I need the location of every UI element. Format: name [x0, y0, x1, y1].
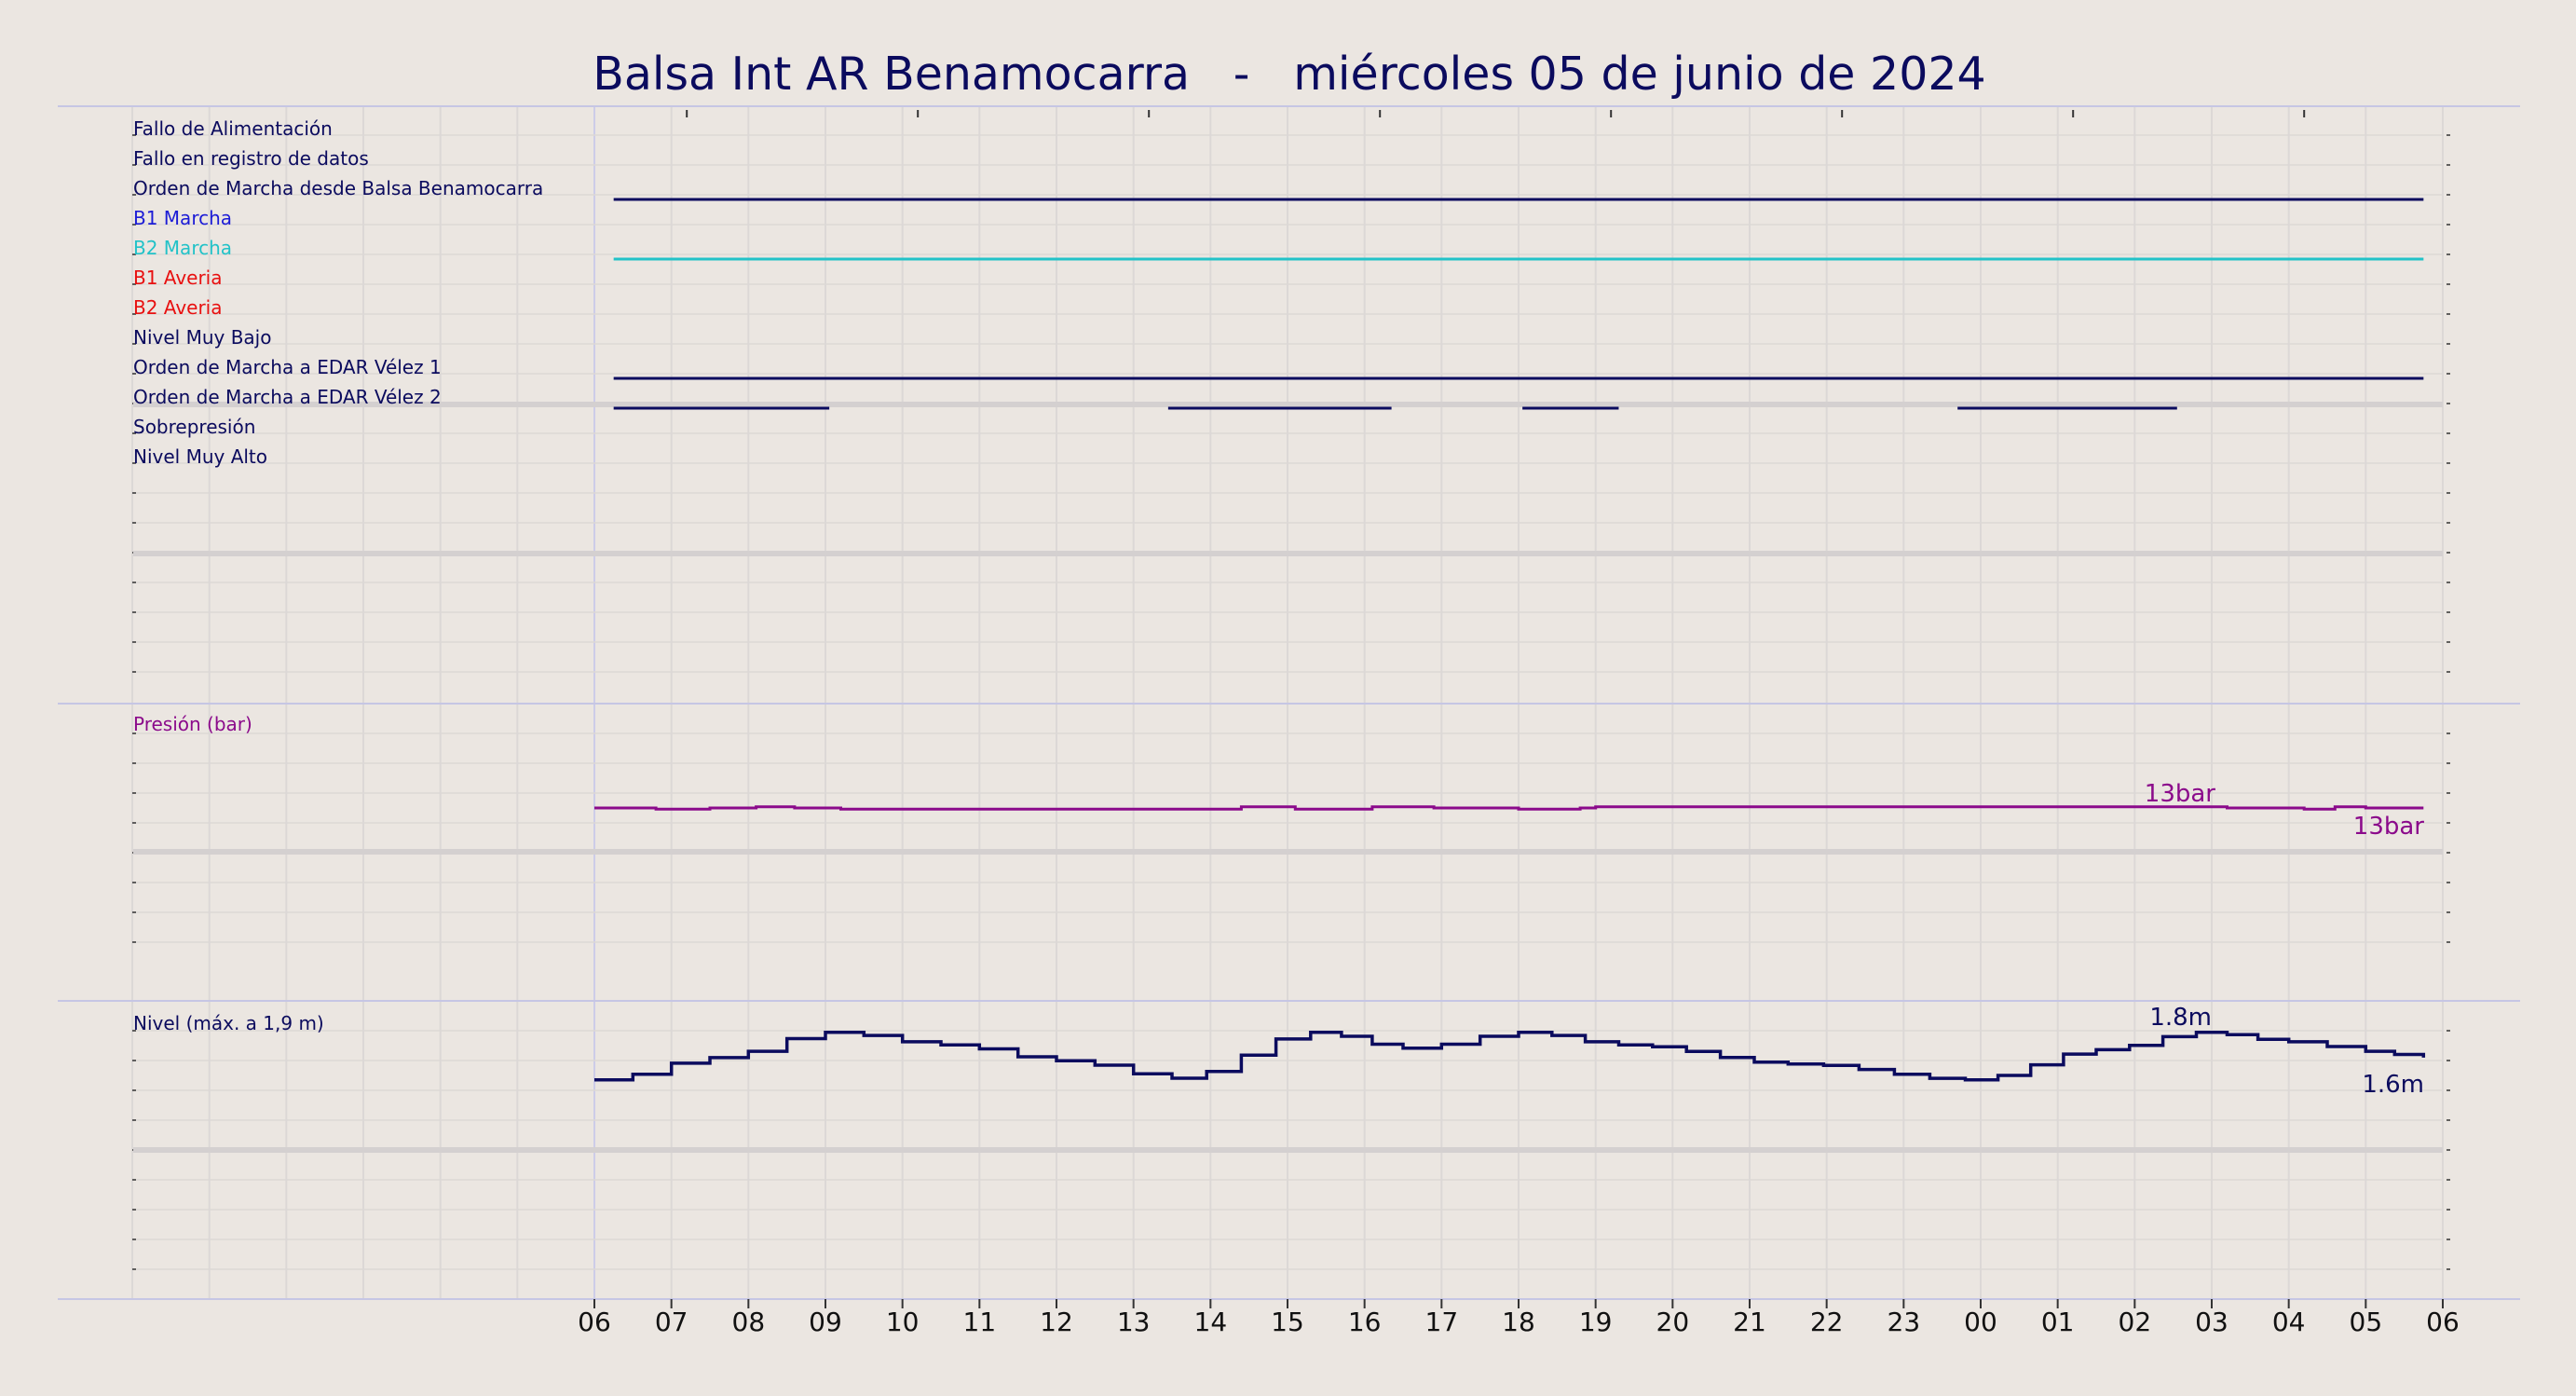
- pressure-series-line: [594, 805, 2424, 811]
- x-tick-label: 17: [1425, 1307, 1459, 1337]
- x-tick-label: 15: [1271, 1307, 1304, 1337]
- x-tick-label: 20: [1656, 1307, 1690, 1337]
- x-tick-label: 18: [1502, 1307, 1535, 1337]
- x-tick-label: 12: [1040, 1307, 1073, 1337]
- level-panel-label: Nivel (máx. a 1,9 m): [133, 1012, 324, 1034]
- x-tick-label: 06: [2426, 1307, 2460, 1337]
- x-tick-label: 02: [2119, 1307, 2152, 1337]
- chart-title: Balsa Int AR Benamocarra - miércoles 05 …: [593, 48, 1985, 101]
- x-tick-label: 01: [2041, 1307, 2075, 1337]
- x-tick-label: 22: [1810, 1307, 1844, 1337]
- pressure-last-label: 13bar: [2353, 813, 2425, 841]
- x-tick-label: 13: [1117, 1307, 1151, 1337]
- level-last-label: 1.6m: [2362, 1071, 2424, 1099]
- digital-row-label: Sobrepresión: [133, 416, 255, 438]
- digital-row-label: Nivel Muy Bajo: [133, 326, 271, 349]
- pressure-max-label: 13bar: [2145, 780, 2216, 808]
- digital-row-label: Fallo en registro de datos: [133, 147, 369, 170]
- digital-row-label: B1 Averia: [133, 267, 223, 289]
- x-tick-label: 21: [1733, 1307, 1766, 1337]
- x-tick-label: 08: [732, 1307, 766, 1337]
- digital-row-label: Orden de Marcha desde Balsa Benamocarra: [133, 177, 543, 199]
- x-tick-label: 16: [1348, 1307, 1382, 1337]
- x-tick-label: 06: [578, 1307, 611, 1337]
- digital-row-label: Orden de Marcha a EDAR Vélez 1: [133, 356, 442, 378]
- x-tick-label: 23: [1888, 1307, 1921, 1337]
- digital-row-label: B2 Marcha: [133, 237, 232, 259]
- x-tick-label: 09: [809, 1307, 842, 1337]
- x-tick-label: 19: [1579, 1307, 1613, 1337]
- pressure-panel-label: Presión (bar): [133, 713, 252, 735]
- level-max-label: 1.8m: [2149, 1004, 2212, 1032]
- x-tick-label: 04: [2272, 1307, 2306, 1337]
- x-tick-label: 00: [1964, 1307, 1997, 1337]
- x-tick-label: 05: [2350, 1307, 2383, 1337]
- digital-row-label: B1 Marcha: [133, 207, 232, 229]
- x-tick-label: 10: [886, 1307, 920, 1337]
- x-tick-label: 03: [2195, 1307, 2228, 1337]
- x-tick-label: 14: [1194, 1307, 1228, 1337]
- digital-row-label: Orden de Marcha a EDAR Vélez 2: [133, 386, 442, 408]
- x-tick-label: 11: [963, 1307, 997, 1337]
- x-tick-label: 07: [655, 1307, 688, 1337]
- digital-row-label: B2 Averia: [133, 296, 223, 319]
- digital-row-label: Fallo de Alimentación: [133, 117, 333, 140]
- digital-row-label: Nivel Muy Alto: [133, 445, 267, 468]
- level-series-line: [594, 1030, 2426, 1082]
